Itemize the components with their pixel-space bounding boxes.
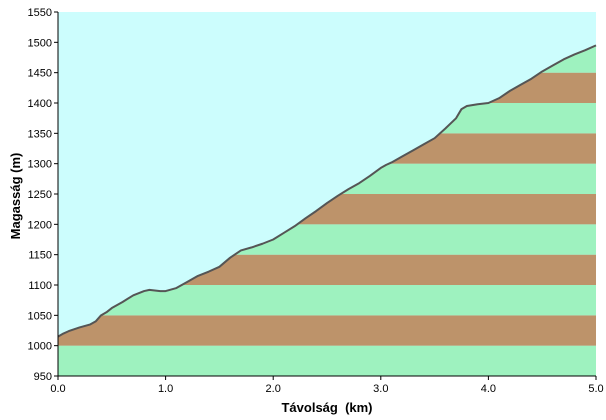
x-tick-label: 1.0 <box>158 383 173 395</box>
elevation-band <box>58 315 596 346</box>
y-tick-label: 1450 <box>28 68 52 80</box>
x-axis-title: Távolság (km) <box>281 400 372 415</box>
y-tick-label: 1550 <box>28 7 52 19</box>
y-axis: 950 1000 1050 1100 1150 1200 1250 1300 1350 1400 1… <box>28 7 59 383</box>
y-tick-label: 1250 <box>28 189 52 201</box>
y-tick-label: 1500 <box>28 37 52 49</box>
y-tick-label: 950 <box>34 371 52 383</box>
x-axis: 0.0 1.0 2.0 3.0 4.0 5.0 <box>50 375 604 395</box>
elevation-profile-line <box>57 44 597 338</box>
plot-area <box>57 12 597 376</box>
y-tick-label: 1000 <box>28 341 52 353</box>
y-tick-label: 1350 <box>28 128 52 140</box>
x-tick-label: 0.0 <box>50 383 65 395</box>
y-tick-label: 1200 <box>28 219 52 231</box>
elevation-band <box>58 345 596 376</box>
y-tick-label: 1400 <box>28 98 52 110</box>
x-tick-label: 2.0 <box>266 383 281 395</box>
y-axis-title: Magasság (m) <box>8 153 23 240</box>
y-tick-label: 1050 <box>28 310 52 322</box>
x-tick-label: 5.0 <box>588 383 603 395</box>
x-tick-label: 3.0 <box>373 383 388 395</box>
y-tick-label: 1150 <box>28 250 52 262</box>
y-tick-label: 1100 <box>28 280 52 292</box>
x-tick-label: 4.0 <box>481 383 496 395</box>
y-tick-label: 1300 <box>28 159 52 171</box>
